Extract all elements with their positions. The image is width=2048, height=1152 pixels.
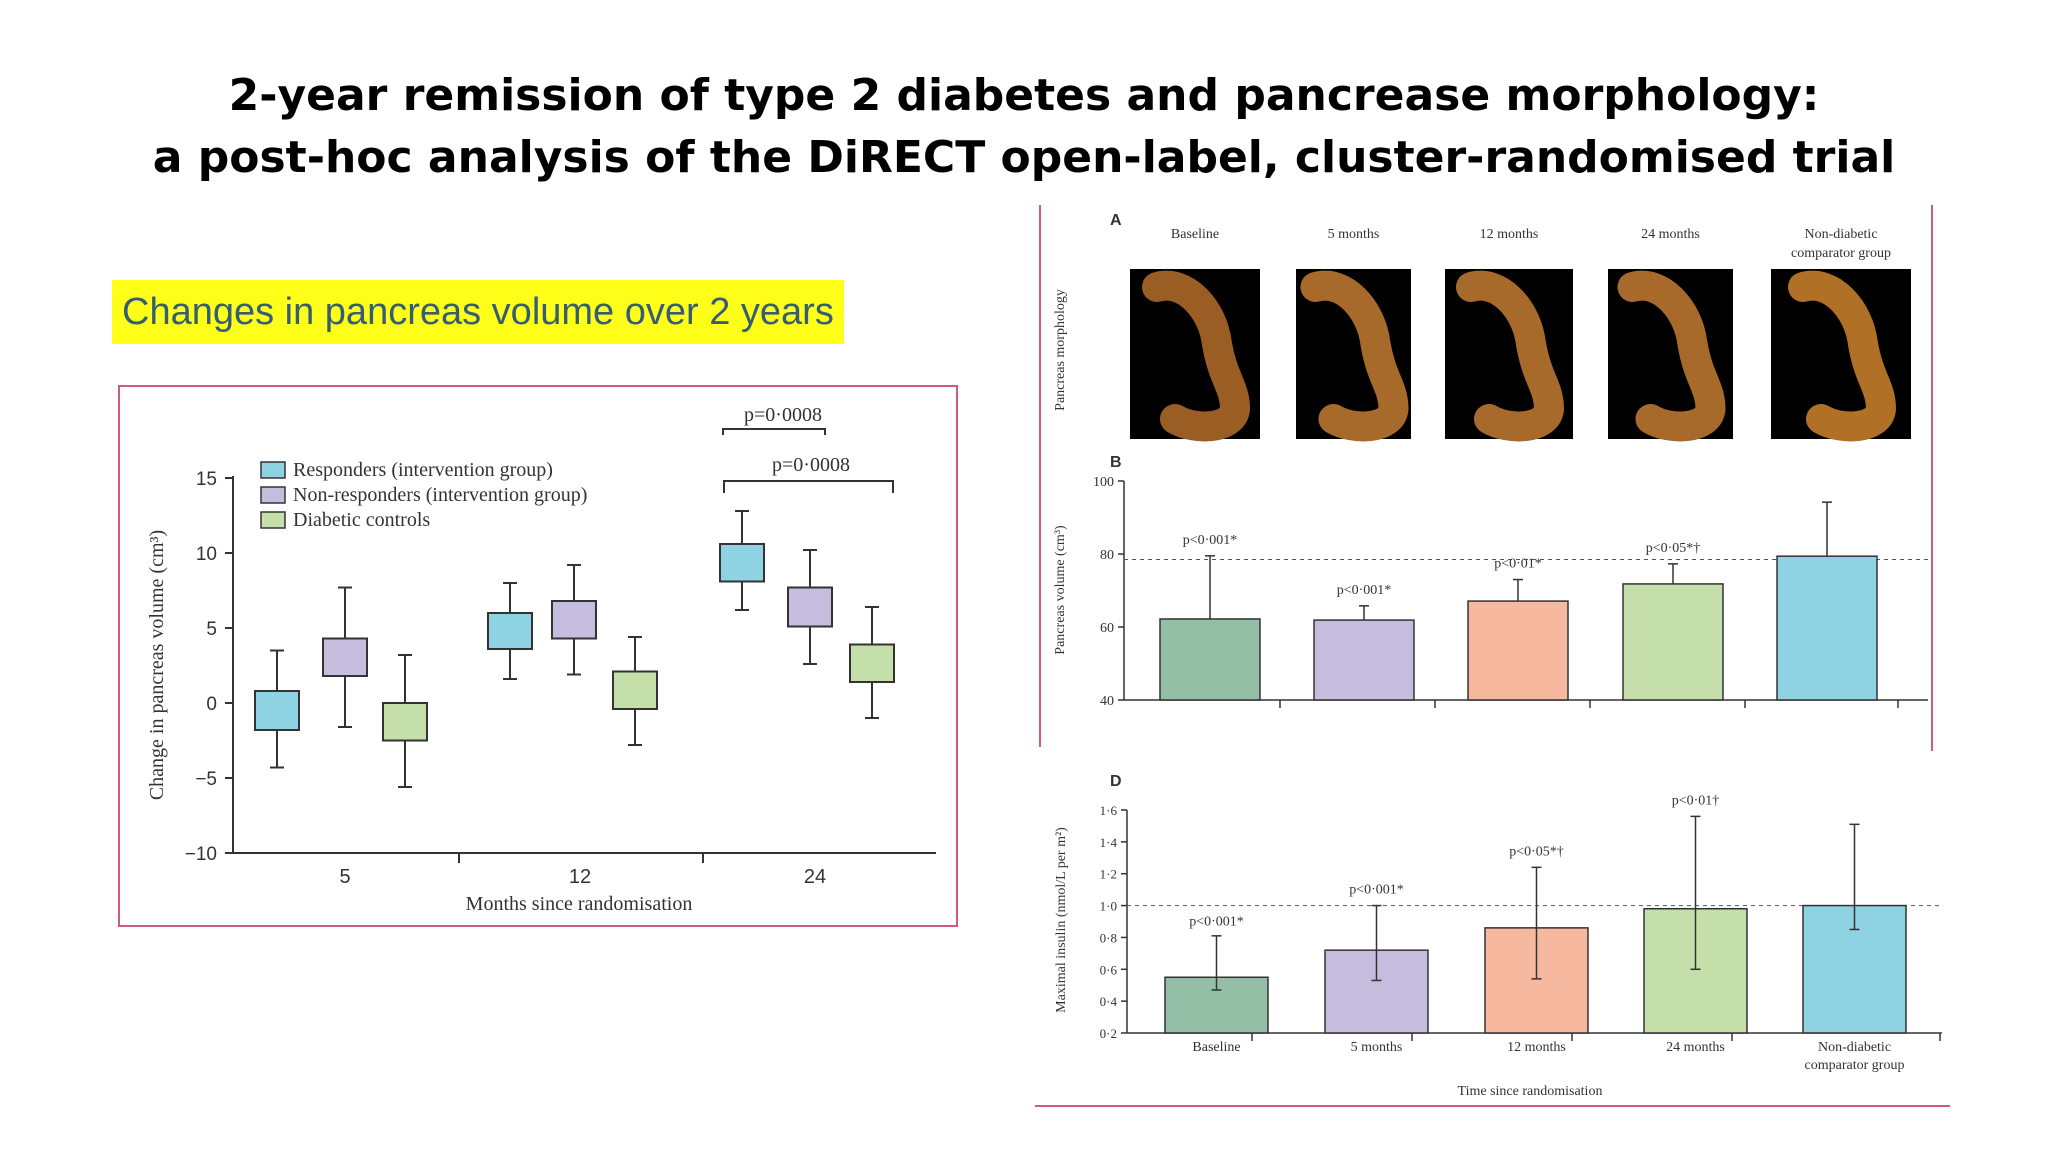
p-value-label: p<0·05*† xyxy=(1646,541,1701,556)
box-controls xyxy=(382,702,428,742)
y-tick-label: 1·0 xyxy=(1100,899,1117,914)
y-tick-label: −10 xyxy=(185,844,217,865)
y-tick-label: 0·6 xyxy=(1100,962,1118,977)
x-tick-label: 12 xyxy=(569,866,591,888)
y-tick-label: 1·2 xyxy=(1100,867,1117,882)
x-tick-label: Baseline xyxy=(1192,1040,1240,1055)
title-line-2: a post-hoc analysis of the DiRECT open-l… xyxy=(152,132,1896,183)
y-tick-label: 0·4 xyxy=(1100,994,1118,1009)
figure-panels-cd: C D 1·6 1·4 1·2 1·0 0·8 0·6 0·4 0·2 Maximal insuli… xyxy=(1035,740,1950,1107)
column-label: 5 months xyxy=(1328,227,1380,242)
y-tick-label: 0 xyxy=(206,694,217,715)
pancreas-shape xyxy=(1142,270,1251,442)
y-tick-label: 10 xyxy=(196,544,217,565)
legend-label: Responders (intervention group) xyxy=(293,459,553,481)
bar xyxy=(1776,555,1878,701)
y-tick-label: 0·2 xyxy=(1100,1026,1117,1041)
figure-panels-ab: A Pancreas morphology Baseline 5 months 12 m… xyxy=(1039,205,1933,751)
x-tick-label: comparator group xyxy=(1805,1058,1905,1073)
p-value-label: p=0·0008 xyxy=(744,404,822,426)
p-value-label: p<0·001* xyxy=(1183,533,1238,548)
panel-a-ylabel: Pancreas morphology xyxy=(1053,289,1068,411)
box-responders xyxy=(719,543,765,583)
panel-label: B xyxy=(1110,454,1122,471)
x-tick-label: 24 months xyxy=(1666,1040,1725,1055)
column-label: 12 months xyxy=(1480,227,1539,242)
panel-label-c: C xyxy=(1110,740,1122,742)
legend-swatch xyxy=(260,486,286,504)
box-nonresponders xyxy=(787,586,833,628)
pancreas-shape xyxy=(1788,270,1897,442)
x-axis-title: Time since randomisation xyxy=(1458,1084,1603,1099)
y-tick-label: 80 xyxy=(1100,548,1114,563)
y-axis-title: Change in pancreas volume (cm³) xyxy=(146,530,168,800)
p-value-label: p<0·001* xyxy=(1337,583,1392,598)
p-value-label: p<0·05*† xyxy=(1509,844,1564,859)
legend-swatch xyxy=(260,461,286,479)
significance-bracket xyxy=(722,428,826,435)
panel-label: D xyxy=(1110,773,1122,790)
x-tick-label: 24 xyxy=(804,866,826,888)
legend-label: Diabetic controls xyxy=(293,509,430,531)
box-responders xyxy=(254,690,300,731)
significance-bracket xyxy=(723,480,894,493)
y-tick-label: 1·4 xyxy=(1100,835,1118,850)
bar xyxy=(1622,583,1724,701)
x-axis-title: Months since randomisation xyxy=(466,893,693,915)
column-label: Baseline xyxy=(1171,227,1219,242)
y-axis-title: Pancreas volume (cm³) xyxy=(1053,525,1068,655)
y-axis-title: Maximal insulin (nmol/L per m²) xyxy=(1054,827,1069,1013)
box-controls xyxy=(612,670,658,710)
p-value-label: p<0·01† xyxy=(1672,793,1720,808)
p-value-label: p=0·0008 xyxy=(772,454,850,476)
legend-swatch xyxy=(260,511,286,529)
legend-label: Non-responders (intervention group) xyxy=(293,484,587,506)
p-value-label: p<0·001* xyxy=(1349,883,1404,898)
box-plot-chart: 15 10 5 0 −5 −10 5 12 24 Months since randomisati… xyxy=(118,385,958,927)
p-value-label: p<0·001* xyxy=(1189,914,1244,929)
y-tick-label: 1·6 xyxy=(1100,803,1118,818)
y-tick-label: −5 xyxy=(195,769,217,790)
y-tick-label: 15 xyxy=(196,469,217,490)
bar xyxy=(1467,600,1569,701)
pancreas-shape xyxy=(1456,270,1565,442)
y-tick-label: 100 xyxy=(1093,475,1114,490)
column-label: comparator group xyxy=(1791,246,1891,261)
x-tick-label: 12 months xyxy=(1507,1040,1566,1055)
x-tick-label: 5 xyxy=(339,866,350,888)
box-nonresponders xyxy=(551,600,597,640)
box-responders xyxy=(487,612,533,650)
x-tick-label: 5 months xyxy=(1351,1040,1403,1055)
panel-label: A xyxy=(1110,212,1122,229)
p-value-label: p<0·01* xyxy=(1494,557,1542,572)
bar xyxy=(1313,619,1415,701)
y-tick-label: 0·8 xyxy=(1100,930,1117,945)
box-controls xyxy=(849,643,895,683)
x-tick-label: Non-diabetic xyxy=(1818,1040,1891,1055)
column-label: 24 months xyxy=(1641,227,1700,242)
box-nonresponders xyxy=(322,637,368,677)
y-tick-label: 40 xyxy=(1100,694,1114,709)
bar xyxy=(1159,618,1261,701)
y-tick-label: 5 xyxy=(206,619,217,640)
column-label: Non-diabetic xyxy=(1804,227,1877,242)
pancreas-shape xyxy=(1617,270,1726,442)
section-subtitle: Changes in pancreas volume over 2 years xyxy=(112,280,844,344)
pancreas-shape xyxy=(1300,270,1409,442)
chart-frame xyxy=(118,385,958,927)
title-line-1: 2-year remission of type 2 diabetes and … xyxy=(228,70,1820,121)
y-tick-label: 60 xyxy=(1100,621,1114,636)
